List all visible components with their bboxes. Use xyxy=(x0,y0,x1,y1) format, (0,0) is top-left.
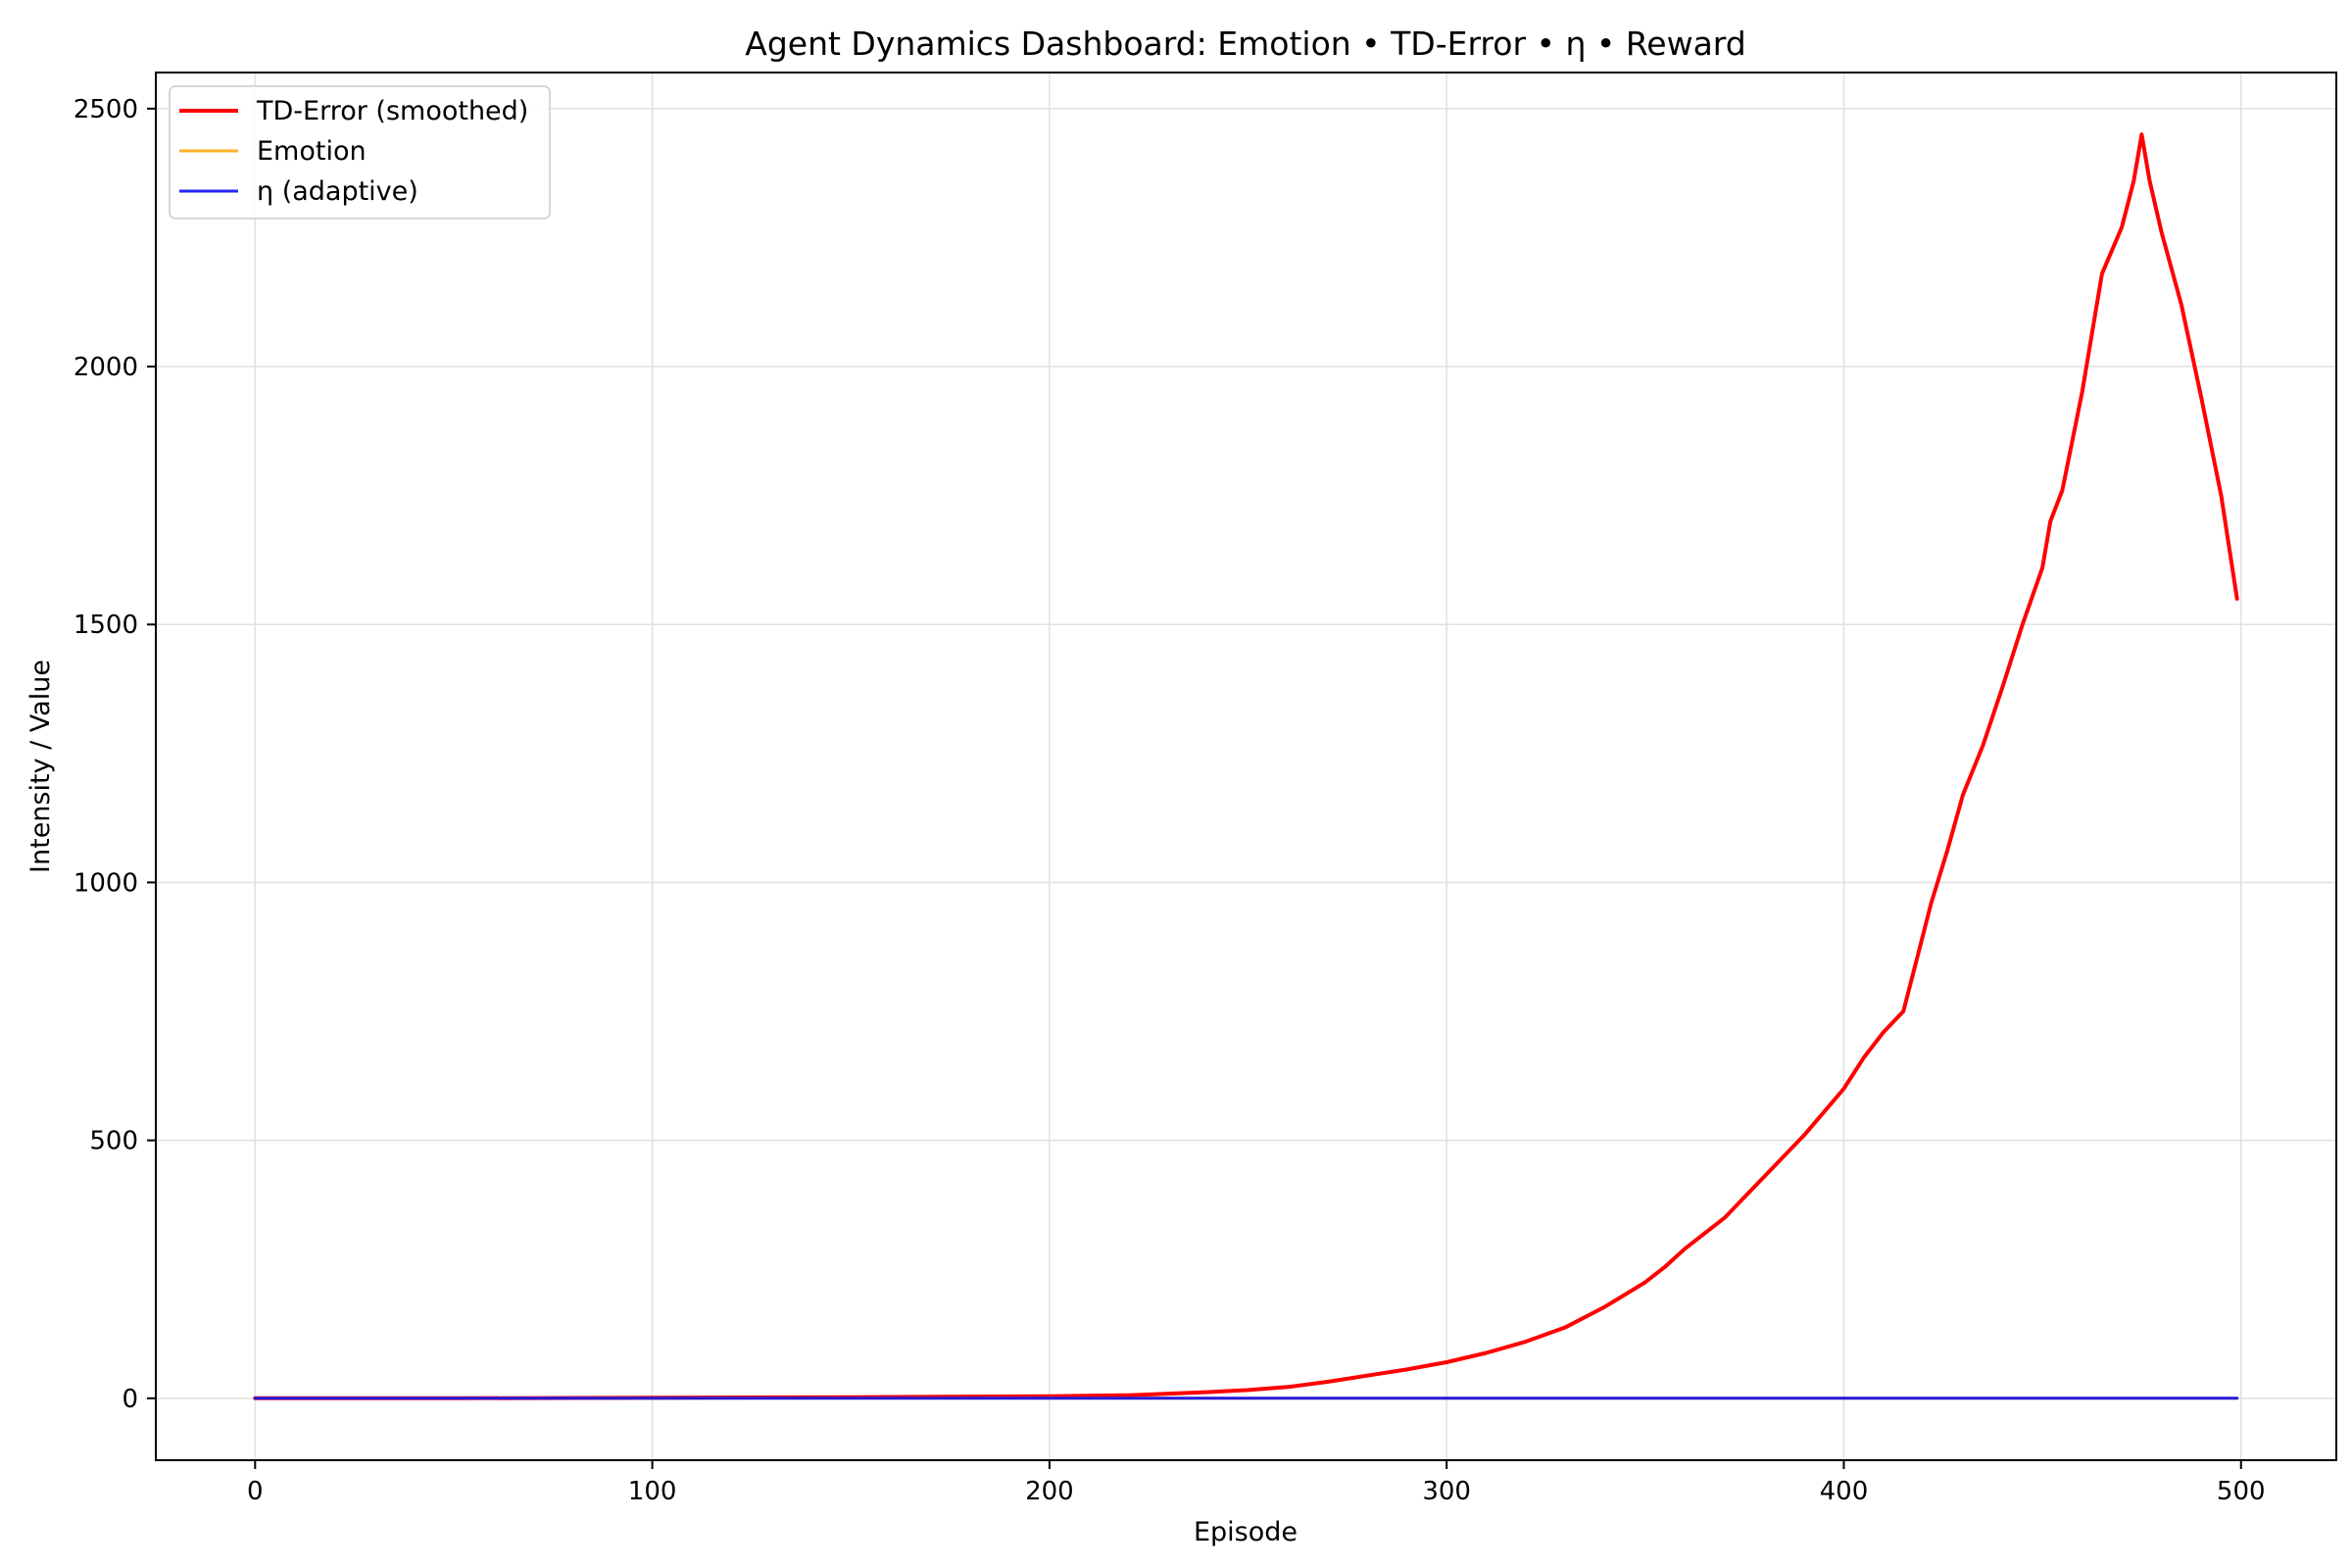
plot-frame xyxy=(155,72,2337,1461)
y-axis-label: Intensity / Value xyxy=(25,660,56,873)
x-tick-label: 100 xyxy=(628,1477,677,1506)
x-axis-label: Episode xyxy=(1194,1517,1298,1547)
y-tick-label: 0 xyxy=(122,1385,138,1414)
y-tick-label: 2500 xyxy=(74,95,138,124)
legend-items: TD-Error (smoothed) Emotion η (adaptive) xyxy=(179,96,528,207)
x-tick-label: 400 xyxy=(1820,1477,1869,1506)
y-tick-label: 2000 xyxy=(74,353,138,382)
tick-layer: 0 100 200 300 400 500 0 500 1000 1500 2000 2500 xyxy=(74,95,2266,1506)
legend-box xyxy=(169,85,551,220)
x-tick-label: 200 xyxy=(1025,1477,1074,1506)
y-tick-label: 500 xyxy=(89,1127,138,1156)
legend: TD-Error (smoothed) Emotion η (adaptive) xyxy=(169,85,551,220)
x-tick-label: 0 xyxy=(247,1477,264,1506)
series-line-0 xyxy=(253,132,2239,1400)
legend-label-2: η (adaptive) xyxy=(257,176,418,207)
series-layer xyxy=(253,132,2239,1400)
legend-label-0: TD-Error (smoothed) xyxy=(256,96,528,126)
grid-layer xyxy=(156,73,2336,1460)
x-tick-label: 300 xyxy=(1422,1477,1471,1506)
y-tick-label: 1500 xyxy=(74,611,138,640)
legend-label-1: Emotion xyxy=(257,136,367,167)
y-tick-label: 1000 xyxy=(74,868,138,898)
chart-title: Agent Dynamics Dashboard: Emotion • TD-E… xyxy=(745,24,1746,63)
x-tick-label: 500 xyxy=(2217,1477,2266,1506)
